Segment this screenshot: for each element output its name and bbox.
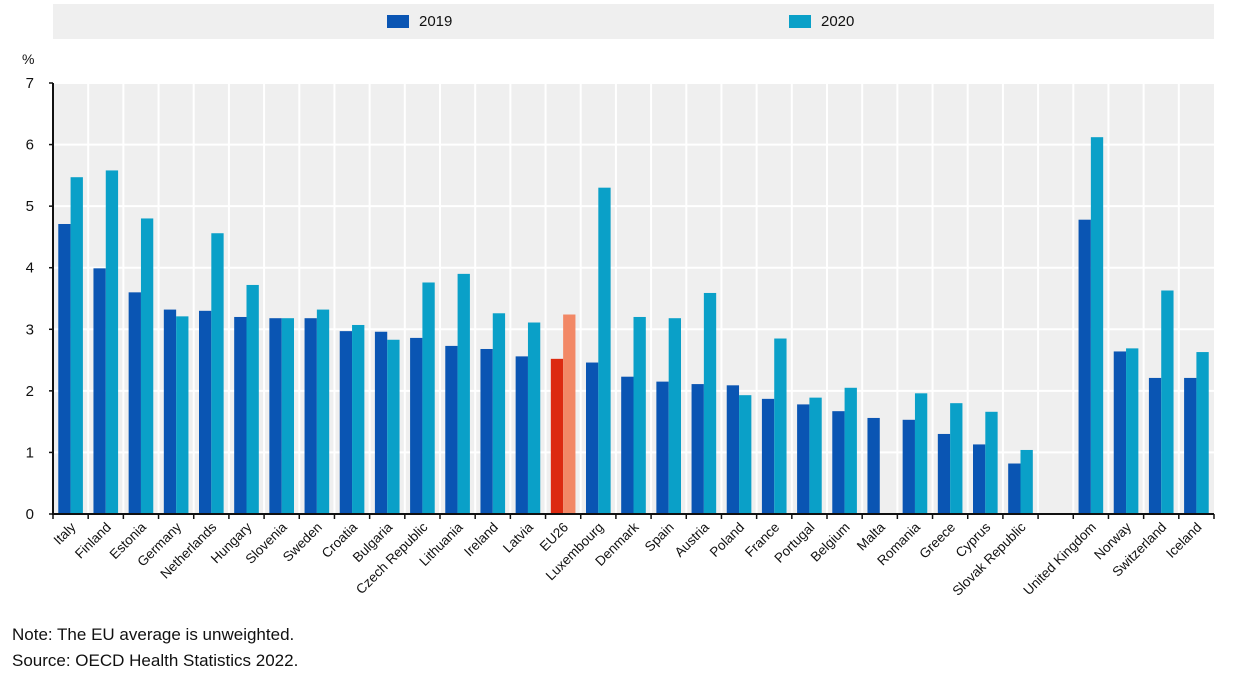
bar-2020-latvia [527, 322, 541, 514]
bar-2019-spain [656, 381, 669, 514]
legend-item-2019: 2019 [387, 4, 452, 39]
bar-2019-estonia [128, 292, 141, 514]
bar-2019-lithuania [445, 345, 458, 514]
x-tick-label: Sweden [280, 520, 325, 565]
bar-2020-austria [703, 292, 717, 514]
bar-2019-portugal [797, 404, 810, 514]
x-tick-label: Iceland [1163, 520, 1204, 561]
bar-2019-germany [163, 309, 177, 514]
bar-2020-germany [176, 316, 189, 514]
bar-2019-czech-republic [410, 337, 423, 514]
bar-2019-poland [726, 385, 740, 514]
source-text: Source: OECD Health Statistics 2022. [12, 651, 299, 670]
note-text: Note: The EU average is unweighted. [12, 625, 295, 644]
bar-2019-croatia [339, 331, 353, 514]
x-tick-labels: ItalyFinlandEstoniaGermanyNetherlandsHun… [51, 519, 1205, 598]
bar-2020-united-kingdom [1090, 137, 1104, 514]
x-tick-label: Belgium [808, 520, 853, 565]
bar-2020-eu26 [563, 314, 576, 514]
x-tick-label: Poland [707, 520, 747, 560]
bar-2019-hungary [234, 316, 247, 514]
chart-footer: Note: The EU average is unweighted. Sour… [12, 622, 298, 674]
bar-2019-romania [902, 419, 915, 514]
bar-2019-cyprus [973, 444, 986, 514]
y-tick-label: 1 [26, 444, 34, 461]
bar-2020-czech-republic [422, 282, 435, 514]
bar-2020-bulgaria [387, 339, 400, 514]
bar-2020-croatia [352, 324, 365, 514]
bar-2020-spain [668, 318, 681, 514]
bar-2019-slovenia [269, 318, 282, 514]
x-tick-label: Greece [916, 520, 958, 562]
x-tick-label: Italy [51, 519, 79, 547]
bar-2020-greece [950, 403, 963, 514]
legend-item-2020: 2020 [789, 4, 854, 39]
bar-chart: % 0 1 2 3 4 5 6 7 ItalyFinlandEstoniaGermanyNet… [22, 51, 1215, 599]
bar-2019-luxembourg [586, 362, 599, 514]
y-tick-label: 0 [26, 506, 34, 523]
axes [49, 82, 1215, 519]
bar-2019-iceland [1184, 377, 1197, 514]
bar-2020-italy [70, 177, 83, 514]
bar-2020-luxembourg [598, 187, 611, 514]
bar-2020-ireland [492, 313, 506, 514]
y-axis-unit-label: % [22, 51, 34, 67]
x-tick-label: Latvia [500, 519, 536, 555]
bar-2020-romania [914, 393, 928, 514]
bar-2020-slovenia [281, 318, 294, 514]
bar-2019-switzerland [1148, 377, 1162, 514]
bar-2019-netherlands [199, 310, 212, 514]
bar-2019-latvia [515, 356, 528, 514]
bar-2020-netherlands [211, 233, 224, 514]
bar-2020-poland [739, 395, 752, 514]
legend-label-2020: 2020 [821, 13, 855, 30]
bar-2019-eu26 [550, 358, 564, 514]
bar-2020-hungary [246, 284, 259, 514]
x-tick-label: United Kingdom [1020, 520, 1099, 599]
bar-2019-united-kingdom [1078, 219, 1091, 514]
bar-2020-portugal [809, 397, 822, 514]
bar-2019-italy [58, 223, 71, 514]
bar-2019-ireland [480, 348, 493, 514]
bar-2019-denmark [621, 376, 634, 514]
bar-2019-austria [691, 384, 704, 514]
bar-2020-france [774, 338, 787, 514]
x-tick-label: Ireland [461, 520, 501, 560]
legend-swatch-2019 [387, 15, 409, 28]
bar-2019-norway [1113, 351, 1127, 514]
bar-2019-france [761, 398, 775, 514]
bar-2019-greece [937, 433, 951, 514]
chart-legend: 2019 2020 [53, 4, 1214, 39]
bar-2020-iceland [1196, 352, 1209, 514]
bar-2020-belgium [844, 387, 857, 514]
x-tick-label: Austria [672, 519, 713, 560]
bar-2019-belgium [832, 411, 845, 514]
bar-2020-finland [105, 170, 119, 514]
bar-2020-sweden [316, 309, 330, 514]
bar-2019-malta [867, 417, 880, 514]
legend-swatch-2020 [789, 15, 811, 28]
y-tick-label: 5 [26, 198, 34, 215]
bar-2019-bulgaria [374, 331, 388, 514]
bar-2020-lithuania [457, 273, 470, 514]
bar-2020-norway [1126, 348, 1139, 514]
bar-2019-slovak-republic [1008, 463, 1021, 514]
bar-2019-sweden [304, 318, 317, 514]
y-tick-labels: 0 1 2 3 4 5 6 7 [26, 75, 34, 523]
bar-2020-estonia [140, 218, 154, 514]
bars [58, 137, 1209, 514]
y-tick-label: 2 [26, 383, 34, 400]
bar-2020-switzerland [1161, 290, 1174, 514]
bar-2020-denmark [633, 316, 646, 514]
y-tick-label: 4 [26, 260, 34, 277]
y-tick-label: 6 [26, 137, 34, 154]
legend-label-2019: 2019 [419, 13, 453, 30]
bar-2020-cyprus [985, 411, 998, 514]
y-tick-label: 3 [26, 321, 34, 338]
bar-2020-slovak-republic [1020, 449, 1033, 514]
x-tick-label: Finland [72, 520, 114, 562]
y-tick-label: 7 [26, 75, 34, 92]
bar-2019-finland [93, 268, 106, 514]
